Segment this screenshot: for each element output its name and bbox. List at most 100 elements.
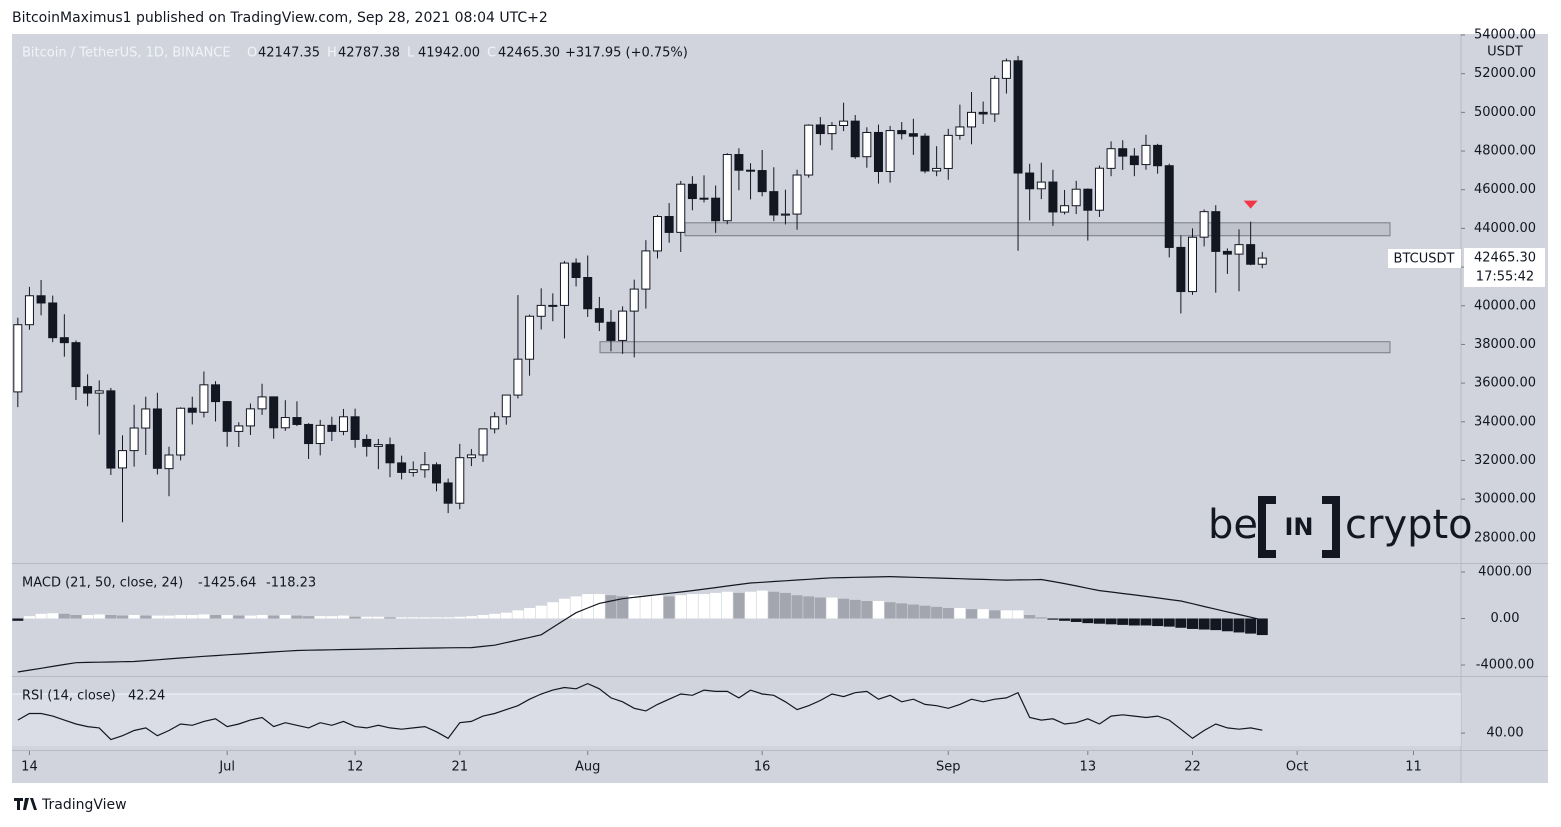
candle-body — [234, 425, 244, 432]
x-tick-label: 14 — [21, 760, 38, 775]
candle-body — [920, 135, 930, 172]
macd-bar — [1152, 618, 1164, 627]
candle-body — [245, 408, 255, 427]
y-tick-label: 32000.00 — [1474, 453, 1536, 468]
footer-logo — [14, 798, 37, 810]
macd-bar — [1070, 618, 1082, 622]
candle-body — [350, 416, 360, 440]
candle-body — [1222, 250, 1232, 255]
countdown-label: 17:55:42 — [1476, 270, 1534, 285]
candle-body — [59, 337, 69, 344]
candle-body — [583, 276, 593, 310]
macd-bar — [23, 616, 35, 619]
candle-body — [129, 427, 139, 452]
x-tick-label: 16 — [754, 760, 771, 775]
macd-bar — [314, 616, 326, 619]
price-tag — [1464, 248, 1545, 287]
macd-bar — [349, 616, 361, 619]
marks: 28000.00 30000.00 32000.00 34000.00 36000.00… — [12, 28, 1536, 775]
ohlc-value: 42147.35 — [258, 46, 320, 61]
candle-body — [1060, 205, 1070, 213]
candle-body — [152, 408, 162, 469]
chart-title: Bitcoin / TetherUS, 1D, BINANCE — [22, 46, 231, 61]
macd-bar — [651, 595, 663, 619]
candle-body — [839, 120, 849, 126]
candle-body — [1211, 211, 1221, 252]
candle-body — [1106, 148, 1116, 169]
candle-body — [606, 321, 616, 341]
macd-bar — [919, 605, 931, 619]
candle-body — [1246, 244, 1256, 265]
x-tick-label: Aug — [575, 760, 600, 775]
y-tick-label: -4000.00 — [1476, 658, 1534, 673]
candle-body — [687, 183, 697, 200]
macd-bar — [989, 610, 1001, 619]
candle-body — [292, 417, 302, 425]
y-tick-label: 4000.00 — [1478, 564, 1532, 579]
y-tick-label: 54000.00 — [1474, 28, 1536, 43]
macd-bar — [221, 615, 233, 619]
y-tick-label: 28000.00 — [1474, 530, 1536, 545]
candle-body — [106, 390, 116, 469]
candle-body — [280, 417, 290, 429]
macd-bar — [256, 615, 268, 619]
candle-body — [629, 288, 639, 312]
macd-bar — [698, 594, 710, 619]
candle-body — [432, 464, 442, 484]
candle-body — [513, 358, 523, 396]
last-price-label: 42465.30 — [1474, 251, 1536, 266]
macd-bar — [1082, 618, 1094, 624]
macd-bar — [279, 615, 291, 619]
candle-body — [746, 169, 756, 172]
macd-bar — [47, 613, 59, 619]
macd-bar — [1233, 618, 1245, 633]
x-tick-label: 21 — [452, 760, 469, 775]
zone — [684, 222, 1391, 237]
candle-body — [83, 386, 93, 394]
watermark-bracket — [1258, 496, 1276, 558]
macd-bar — [1175, 618, 1187, 628]
candle-body — [338, 416, 348, 432]
candle-body — [1071, 188, 1081, 207]
macd-bar — [861, 601, 873, 619]
candle-body — [850, 120, 860, 158]
macd-bar — [896, 603, 908, 619]
macd-bar — [1128, 618, 1140, 626]
candle-body — [571, 262, 581, 278]
macd-bar — [186, 615, 198, 619]
y-tick-label: 0.00 — [1491, 611, 1520, 626]
candle-body — [943, 134, 953, 169]
candle-body — [304, 423, 314, 445]
macd-bar — [1024, 615, 1036, 619]
macd-bar — [1035, 617, 1047, 619]
macd-bar — [872, 601, 884, 619]
watermark-text: be — [1208, 502, 1258, 548]
candle-body — [827, 124, 837, 135]
ohlc-value: 41942.00 — [418, 46, 480, 61]
macd-bar — [1210, 618, 1222, 631]
macd-bar — [372, 616, 384, 619]
rsi-title: RSI (14, close) — [22, 689, 116, 704]
candle-body — [559, 262, 569, 306]
y-tick-label: 40000.00 — [1474, 298, 1536, 313]
macd-bar — [791, 595, 803, 619]
macd-bar — [826, 597, 838, 619]
candle-body — [978, 111, 988, 115]
candle-body — [315, 424, 325, 445]
watermark-bracket — [1322, 496, 1340, 558]
candle-body — [525, 315, 535, 360]
candle-body — [815, 124, 825, 135]
y-tick-label: 52000.00 — [1474, 66, 1536, 81]
rsi-line — [17, 682, 1263, 741]
macd-bar — [326, 616, 338, 619]
candle-body — [1176, 246, 1186, 293]
macd-bar — [93, 614, 105, 619]
macd-bar — [337, 615, 349, 619]
macd-bar — [35, 613, 47, 619]
candle-body — [967, 111, 977, 128]
marker — [1243, 200, 1258, 209]
macd-bar — [779, 592, 791, 619]
ohlc-letter: L — [407, 46, 415, 61]
macd-bar — [593, 594, 605, 619]
macd-line — [17, 575, 1263, 673]
